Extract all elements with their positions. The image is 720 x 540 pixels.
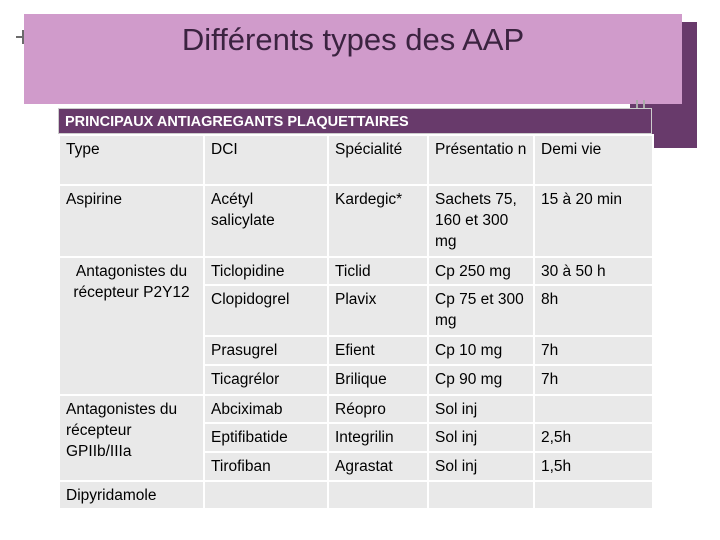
column-header-dci: DCI [204, 135, 328, 185]
cell-specialite: Réopro [328, 395, 428, 423]
cell-demi-vie [534, 481, 653, 509]
cell-presentation: Cp 10 mg [428, 336, 534, 365]
cell-dci: Ticlopidine [204, 257, 328, 285]
column-header-specialite: Spécialité [328, 135, 428, 185]
group-gp2b3a: Antagonistes du récepteur GPIIb/IIIa [59, 395, 204, 481]
table-row: Aspirine Acétyl salicylate Kardegic* Sac… [59, 185, 653, 257]
table-header: PRINCIPAUX ANTIAGREGANTS PLAQUETTAIRES [58, 108, 652, 134]
table-row: Dipyridamole [59, 481, 653, 509]
cell-dci [204, 481, 328, 509]
cell-demi-vie: 7h [534, 365, 653, 395]
group-dipyridamole: Dipyridamole [59, 481, 204, 509]
cell-specialite: Agrastat [328, 452, 428, 481]
cell-presentation: Sol inj [428, 423, 534, 452]
cell-demi-vie: 15 à 20 min [534, 185, 653, 257]
cell-dci: Abciximab [204, 395, 328, 423]
cell-specialite: Plavix [328, 285, 428, 336]
column-header-type: Type [59, 135, 204, 185]
cell-demi-vie: 8h [534, 285, 653, 336]
cell-presentation: Cp 75 et 300 mg [428, 285, 534, 336]
cell-specialite [328, 481, 428, 509]
cell-specialite: Integrilin [328, 423, 428, 452]
cell-demi-vie [534, 395, 653, 423]
cell-specialite: Ticlid [328, 257, 428, 285]
page-title: Différents types des AAP [24, 22, 682, 58]
cell-presentation: Cp 250 mg [428, 257, 534, 285]
cell-presentation: Sol inj [428, 395, 534, 423]
column-header-demi-vie: Demi vie [534, 135, 653, 185]
data-grid: Type DCI Spécialité Présentatio n Demi v… [58, 134, 654, 510]
table-row: Antagonistes du récepteur P2Y12 Ticlopid… [59, 257, 653, 285]
cell-demi-vie: 1,5h [534, 452, 653, 481]
column-header-presentation: Présentatio n [428, 135, 534, 185]
cell-demi-vie: 30 à 50 h [534, 257, 653, 285]
table-row-columns: Type DCI Spécialité Présentatio n Demi v… [59, 135, 653, 185]
cell-presentation [428, 481, 534, 509]
cell-dci: Tirofiban [204, 452, 328, 481]
group-aspirine: Aspirine [59, 185, 204, 257]
table-row: Antagonistes du récepteur GPIIb/IIIa Abc… [59, 395, 653, 423]
cell-presentation: Sol inj [428, 452, 534, 481]
cell-dci: Clopidogrel [204, 285, 328, 336]
cell-demi-vie: 2,5h [534, 423, 653, 452]
cell-specialite: Brilique [328, 365, 428, 395]
cell-dci: Acétyl salicylate [204, 185, 328, 257]
cell-presentation: Cp 90 mg [428, 365, 534, 395]
cell-demi-vie: 7h [534, 336, 653, 365]
cell-dci: Eptifibatide [204, 423, 328, 452]
cell-presentation: Sachets 75, 160 et 300 mg [428, 185, 534, 257]
cell-specialite: Kardegic* [328, 185, 428, 257]
aap-table: PRINCIPAUX ANTIAGREGANTS PLAQUETTAIRES T… [58, 108, 652, 510]
cell-specialite: Efient [328, 336, 428, 365]
group-p2y12: Antagonistes du récepteur P2Y12 [59, 257, 204, 395]
cell-dci: Prasugrel [204, 336, 328, 365]
cell-dci: Ticagrélor [204, 365, 328, 395]
